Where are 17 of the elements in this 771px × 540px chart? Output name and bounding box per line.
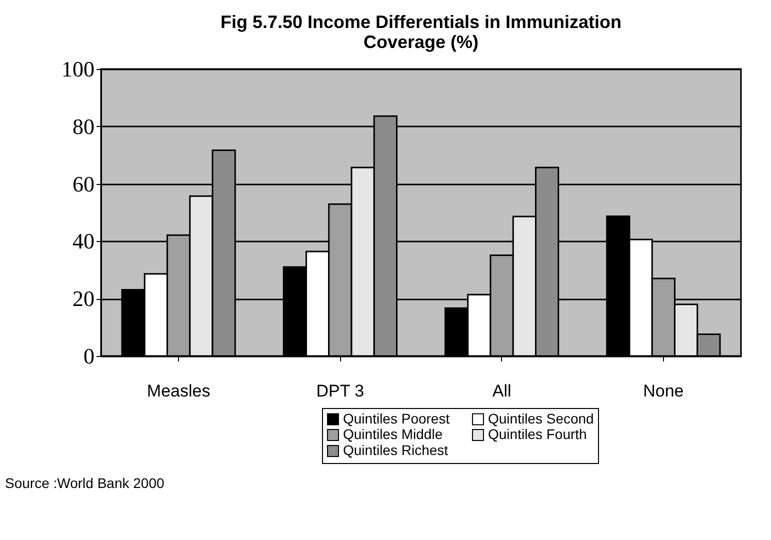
chart-title: Fig 5.7.50 Income Differentials in Immunization Coverage (%): [220, 12, 622, 52]
x-tick-label: None: [643, 382, 684, 400]
y-tick-label: 0: [84, 344, 94, 368]
y-tick-label: 20: [72, 286, 94, 312]
y-tick-label: 100: [62, 56, 94, 82]
x-tick-label: DPT 3: [316, 382, 364, 400]
x-tick-label: All: [492, 382, 512, 400]
source-note: Source :World Bank 2000: [5, 475, 164, 491]
legend-label: Quintiles Second: [488, 410, 594, 426]
legend-label: Quintiles Middle: [343, 426, 443, 442]
y-tick-label: 40: [72, 228, 94, 254]
y-tick-label: 80: [72, 114, 94, 139]
legend-label: Quintiles Poorest: [343, 410, 450, 426]
legend-label: Quintiles Fourth: [488, 426, 587, 442]
legend-label: Quintiles Richest: [343, 442, 448, 458]
x-tick-label: Measles: [146, 382, 210, 400]
y-tick-label: 60: [72, 171, 94, 196]
